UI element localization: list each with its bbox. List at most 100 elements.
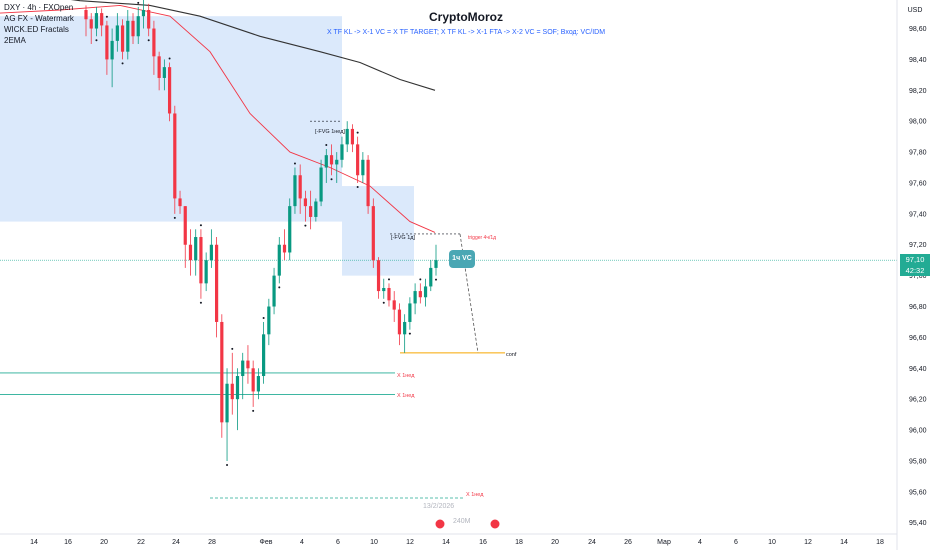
candle-body (136, 16, 140, 37)
candle-body (188, 244, 193, 261)
ema-lines (0, 0, 436, 233)
currency-button[interactable]: USD (907, 7, 923, 14)
time-tick-label: 12 (406, 539, 414, 546)
fractal-dot (199, 224, 202, 227)
time-axis[interactable]: 14 16 20 22 24 28 Фев 4 6 10 12 14 16 18 20 24 26 Мар 4 6 10… (0, 533, 897, 546)
fractal-dot (419, 278, 422, 281)
candle-body (408, 303, 412, 322)
candle-body (162, 67, 166, 78)
bar-countdown: 42:32 (905, 266, 925, 276)
candle-body (89, 19, 93, 29)
price-tick-label: 98,60 (909, 26, 927, 33)
price-tick-label: 95,60 (909, 489, 927, 496)
current-price: 97,10 (905, 255, 925, 265)
us-flag-icon (489, 518, 501, 530)
time-tick-label: 4 (698, 539, 702, 546)
candle-body (220, 321, 224, 423)
candle-body (256, 376, 260, 392)
fvg-1d-label: [-FVG 1д] (391, 235, 415, 241)
price-tick-label: 98,00 (909, 119, 927, 126)
indicator-watermark[interactable]: AG FX - Watermark (4, 14, 74, 23)
candle-body (335, 159, 339, 165)
fvg-weekly-zone (0, 16, 342, 222)
horizontal-lines (0, 120, 897, 499)
price-tick-label: 96,80 (909, 304, 927, 311)
time-tick-label: 18 (515, 539, 523, 546)
candle-body (235, 376, 240, 400)
time-tick-label: 10 (768, 539, 776, 546)
candle-body (267, 306, 271, 335)
trigger-label: trigger 4ч/1д (468, 235, 496, 241)
candle-body (413, 291, 417, 304)
vc-bubble: 1ч VC (449, 250, 475, 268)
candle-body (403, 321, 407, 335)
candle-body (194, 237, 198, 261)
candle-body (183, 206, 187, 245)
candle-body (282, 244, 287, 253)
price-tick-label: 97,00 (909, 273, 927, 280)
time-tick-label: 6 (734, 539, 738, 546)
x-1w-label-b: X 1нед (397, 393, 415, 399)
candle-body (366, 159, 370, 207)
fractal-dot (231, 347, 234, 350)
fractal-dot (356, 131, 359, 134)
time-tick-label: 16 (479, 539, 487, 546)
candle-body (329, 155, 334, 165)
bottom-date: 13/2/2026 (423, 503, 454, 510)
indicator-ema[interactable]: 2EMA (4, 36, 26, 45)
time-tick-label: Фев (260, 539, 273, 546)
candle-body (376, 260, 381, 292)
fractal-dot (435, 278, 437, 281)
candle-body (303, 198, 308, 207)
candle-body (173, 113, 177, 199)
symbol-line[interactable]: DXY · 4h · FXOpen (4, 3, 74, 12)
candle-body (241, 360, 245, 377)
candle-body (324, 155, 328, 168)
candle-body (429, 267, 433, 287)
candle-body (100, 13, 104, 26)
watermark-subtitle: X TF KL -> X-1 VC = X TF TARGET; X TF KL… (326, 29, 606, 36)
x-1w-label-c: X 1нед (466, 492, 484, 498)
fractal-dot (408, 332, 411, 335)
price-tick-label: 96,20 (909, 397, 927, 404)
candle-body (131, 20, 135, 37)
candle-body (309, 206, 313, 217)
flag-icons (434, 518, 501, 530)
ema-slow-line (70, 0, 436, 91)
candle-body (84, 10, 88, 20)
fractal-dot (199, 301, 202, 304)
candle-body (277, 244, 281, 276)
us-flag-icon (434, 518, 446, 530)
indicator-fractals[interactable]: WICK.ED Fractals (4, 25, 69, 34)
candle-body (209, 244, 213, 261)
candle-body (246, 360, 250, 369)
price-axis[interactable]: 98,60 98,40 98,20 98,00 97,80 97,60 97,40 97,20… (896, 0, 927, 550)
candle-body (157, 56, 161, 78)
price-tick-label: 98,40 (909, 57, 927, 64)
time-tick-label: 14 (30, 539, 38, 546)
candle-body (382, 287, 386, 292)
bottom-tag: 240M (453, 518, 471, 525)
candle-body (387, 287, 391, 301)
time-tick-label: 16 (64, 539, 72, 546)
time-tick-label: 14 (840, 539, 848, 546)
candle-body (167, 67, 172, 114)
current-price-tag: 97,10 42:32 (900, 254, 930, 277)
price-tick-label: 95,80 (909, 458, 927, 465)
price-tick-label: 96,60 (909, 335, 927, 342)
candle-body (94, 13, 99, 29)
fractal-dot (173, 216, 176, 219)
fractal-dot (226, 463, 229, 466)
conf-label: conf (506, 352, 517, 358)
candle-body (204, 260, 208, 284)
candle-body (434, 260, 438, 268)
candle-body (110, 40, 114, 60)
candle-body (314, 201, 318, 217)
candle-body (115, 25, 119, 41)
fvg-1w-label: [-FVG 1нед] (315, 129, 345, 135)
price-tick-label: 97,20 (909, 242, 927, 249)
time-tick-label: 24 (172, 539, 180, 546)
fractal-dots (95, 1, 437, 466)
candle-body (319, 167, 323, 202)
